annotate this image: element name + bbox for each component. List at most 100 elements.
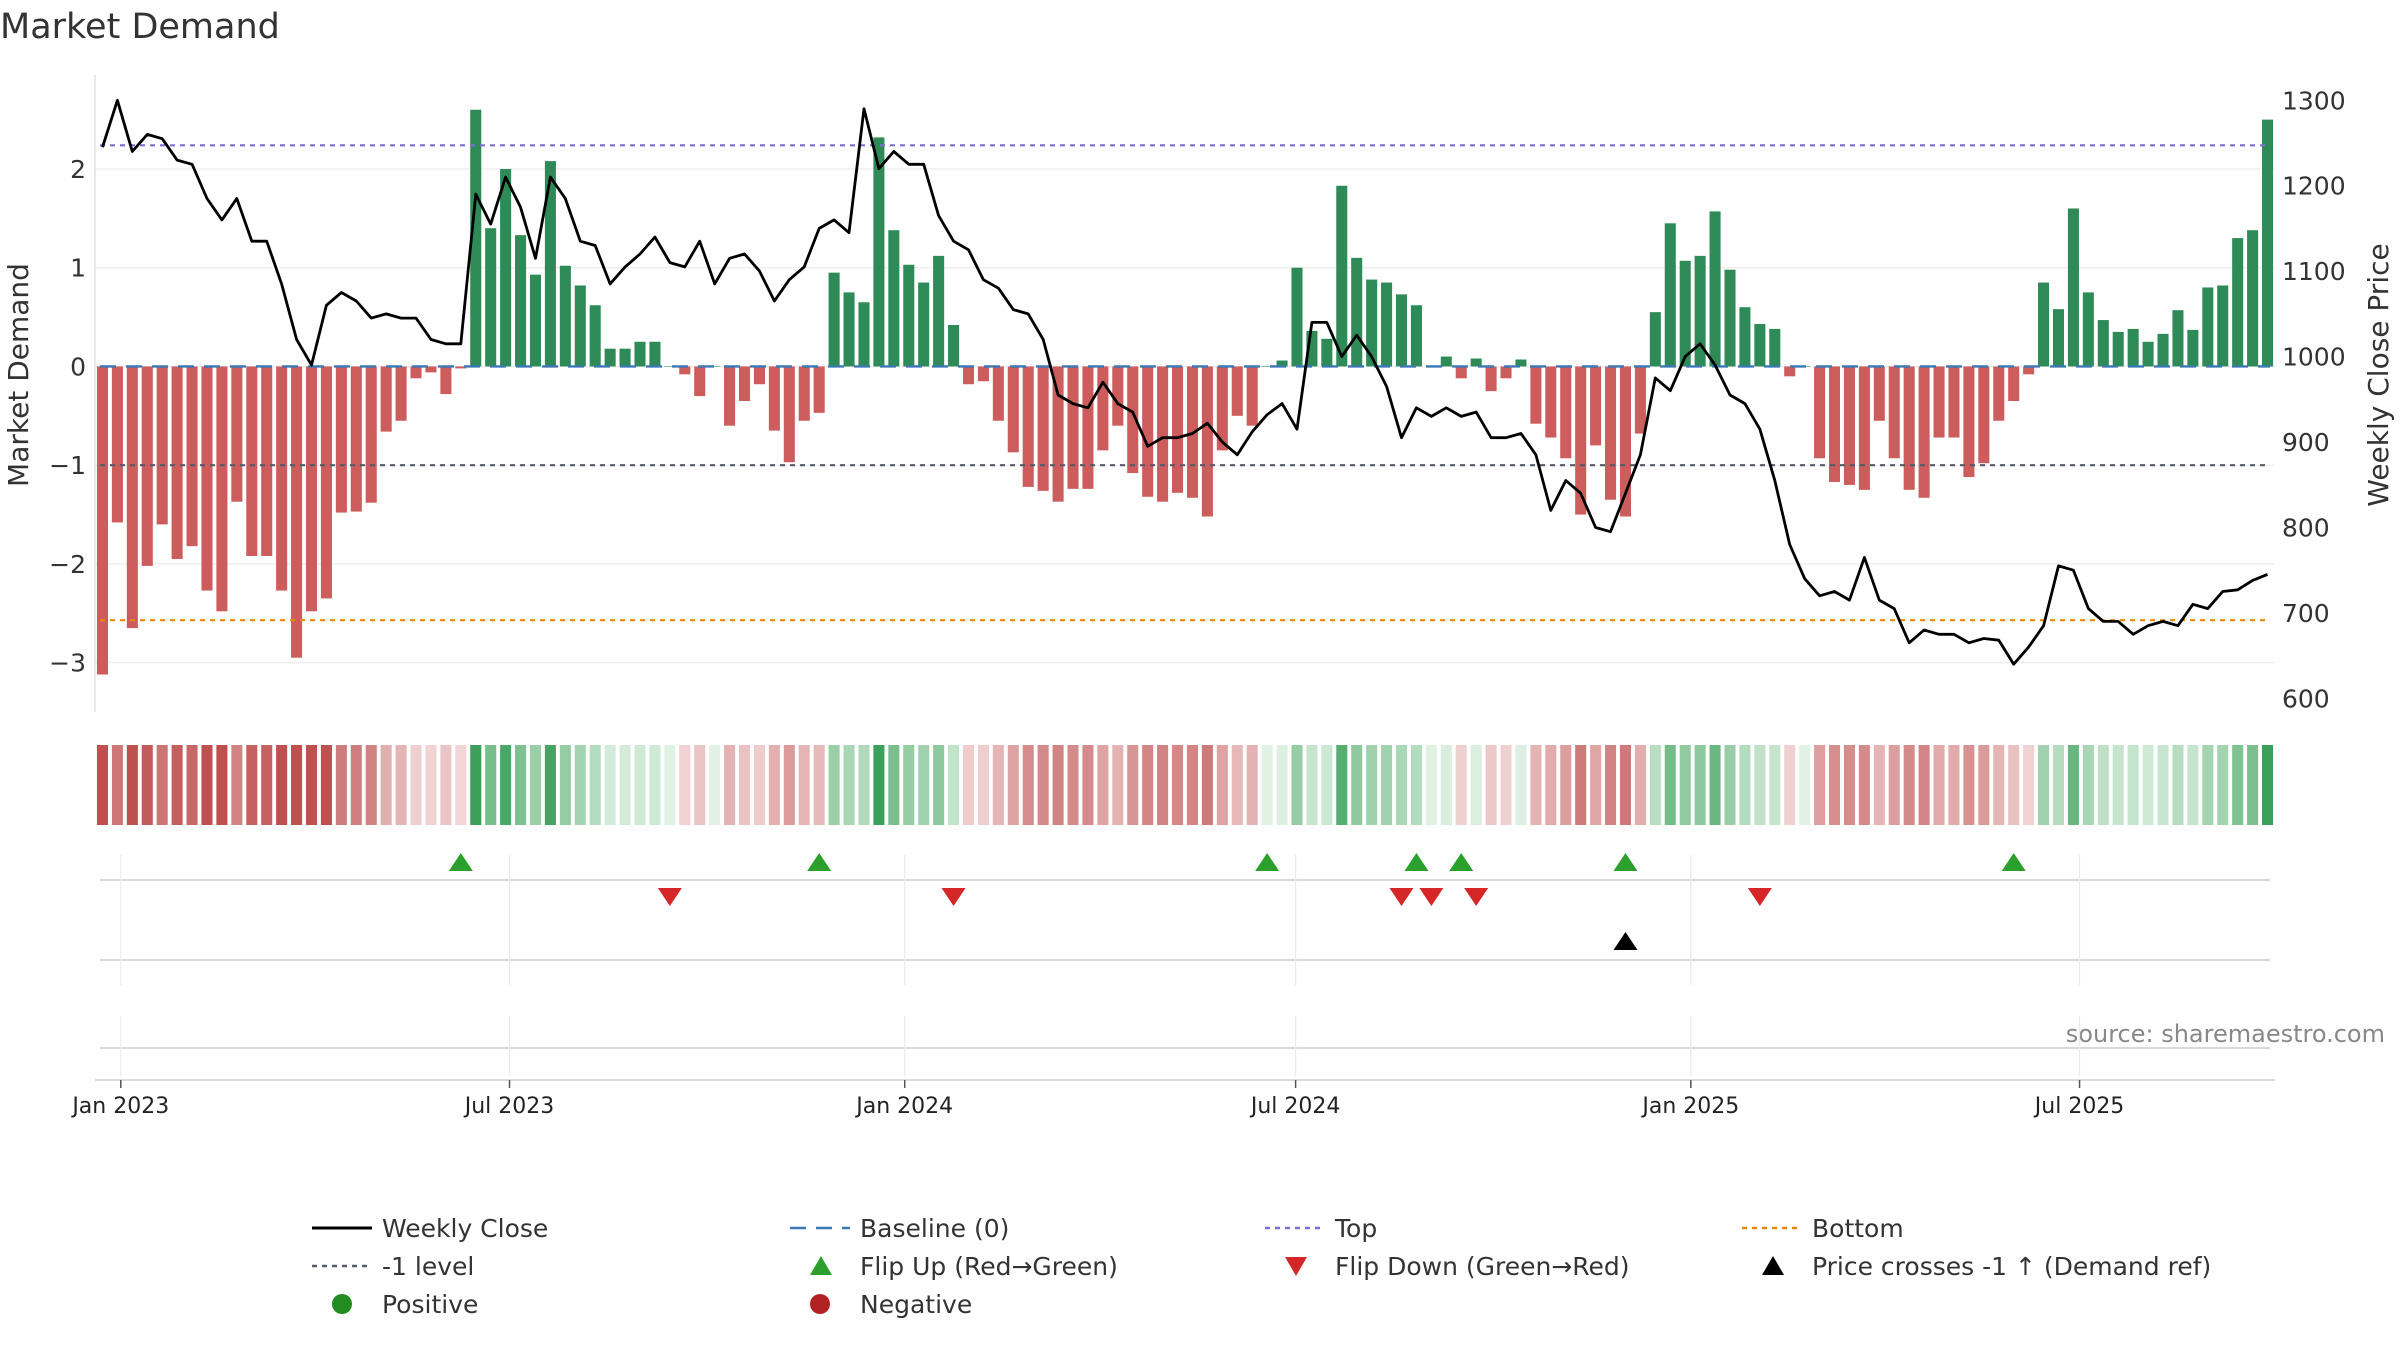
demand-bar (1634, 366, 1646, 434)
right-tick-label: 800 (2282, 513, 2330, 542)
left-tick-label: −1 (49, 451, 86, 480)
demand-bar (1515, 359, 1527, 367)
heat-cell (962, 745, 975, 825)
demand-bars (96, 109, 2274, 675)
demand-bar (1843, 366, 1855, 485)
source-note: source: sharemaestro.com (2066, 1020, 2385, 1048)
demand-bar (171, 366, 183, 559)
demand-bar (933, 255, 945, 367)
heat-cell (948, 745, 960, 825)
heat-cell (320, 745, 332, 825)
demand-bar (2112, 331, 2124, 367)
time-tick-label: Jul 2025 (2033, 1094, 2125, 1119)
legend-label: Top (1334, 1214, 1377, 1243)
demand-bar (1440, 356, 1452, 367)
demand-bar (440, 366, 452, 395)
heat-cell (1037, 745, 1049, 825)
heat-cell (1784, 745, 1796, 825)
heat-cell (425, 745, 437, 825)
heat-cell (1440, 745, 1452, 825)
heat-cell (1575, 745, 1587, 825)
demand-bar (291, 366, 303, 658)
heat-cell (1485, 745, 1497, 825)
demand-bar (1963, 366, 1975, 478)
flip-down-marker (657, 888, 682, 906)
heat-cell (1933, 745, 1945, 825)
flip-up-marker (1404, 853, 1429, 871)
demand-bar (1336, 185, 1348, 367)
heat-cell (171, 745, 183, 825)
demand-bar (1485, 366, 1497, 392)
heat-cell (768, 745, 780, 825)
demand-bar (1530, 366, 1542, 424)
heat-cell (843, 745, 855, 825)
demand-bar (1052, 366, 1064, 502)
heat-cell (2052, 745, 2065, 825)
heat-cell (380, 745, 392, 825)
demand-bar (1067, 366, 1079, 489)
demand-bar (1022, 366, 1034, 487)
demand-bar (1948, 366, 1960, 438)
legend-label: Price crosses -1 ↑ (Demand ref) (1812, 1252, 2211, 1281)
heat-cell (664, 745, 676, 825)
demand-bar (1246, 366, 1258, 426)
time-tick-label: Jan 2025 (1640, 1094, 1739, 1119)
time-tick-label: Jan 2023 (70, 1094, 169, 1119)
demand-bar (709, 366, 721, 367)
heat-cell (529, 745, 542, 825)
demand-bar (1142, 366, 1154, 497)
heat-cell (1291, 745, 1303, 825)
heat-cell (1410, 745, 1422, 825)
demand-bar (1216, 366, 1228, 451)
demand-bar (1172, 366, 1184, 493)
heat-cell (1455, 745, 1467, 825)
heat-cell (1306, 745, 1318, 825)
heat-cell (291, 745, 303, 825)
heat-cell (216, 745, 228, 825)
demand-bar (1709, 211, 1721, 367)
heat-cell (1261, 745, 1273, 825)
heat-cell (1694, 745, 1706, 825)
heat-cell (515, 745, 527, 825)
demand-bar (1590, 366, 1602, 446)
demand-bar (2187, 329, 2199, 367)
heat-cell (1679, 745, 1691, 825)
demand-bar (2082, 292, 2094, 367)
legend-label: Flip Up (Red→Green) (860, 1252, 1118, 1281)
heat-cell (544, 745, 556, 825)
demand-bar (753, 366, 765, 385)
demand-bar (1381, 282, 1393, 367)
demand-bar (1366, 279, 1378, 367)
demand-bar (529, 274, 542, 367)
demand-bar (1619, 366, 1632, 517)
heat-cell (276, 745, 288, 825)
heat-cell (589, 745, 601, 825)
heat-cell (2112, 745, 2124, 825)
flip-up-marker (2001, 853, 2026, 871)
demand-bar (1993, 366, 2005, 421)
heat-cell (2187, 745, 2199, 825)
legend-swatch (1285, 1257, 1307, 1276)
legend-swatch (810, 1294, 830, 1314)
demand-bar (2023, 366, 2035, 375)
weekly-close-line (101, 98, 2269, 666)
demand-bar (1754, 323, 1766, 367)
heat-cell (2097, 745, 2109, 825)
demand-bar (410, 366, 422, 379)
heat-cell (2202, 745, 2214, 825)
heat-cell (1052, 745, 1064, 825)
demand-bar (470, 109, 482, 367)
heat-cell (350, 745, 362, 825)
heat-cell (1903, 745, 1915, 825)
heat-cell (2247, 745, 2259, 825)
heat-cell (1127, 745, 1139, 825)
left-tick-label: 2 (70, 155, 86, 184)
demand-bar (2008, 366, 2020, 401)
heat-cell (1395, 745, 1408, 825)
demand-bar (2172, 310, 2184, 367)
heat-cell (1231, 745, 1243, 825)
demand-bar (903, 264, 915, 367)
demand-bar (261, 366, 273, 557)
demand-bar (559, 265, 571, 367)
demand-bar (1127, 366, 1139, 474)
